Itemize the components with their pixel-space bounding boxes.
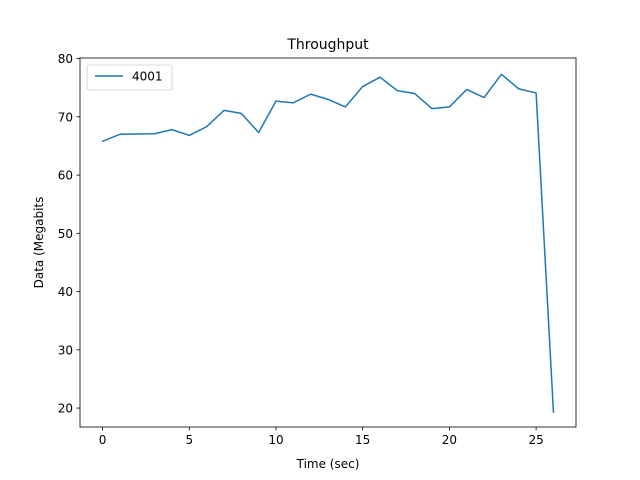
x-tick-label: 20 bbox=[442, 433, 457, 447]
y-tick-label: 20 bbox=[58, 402, 73, 416]
x-tick-label: 25 bbox=[528, 433, 543, 447]
y-tick-label: 80 bbox=[58, 52, 73, 66]
axes-frame bbox=[79, 57, 577, 428]
x-tick-label: 15 bbox=[355, 433, 370, 447]
y-axis-label: Data (Megabits bbox=[32, 197, 46, 289]
legend-label: 4001 bbox=[132, 70, 163, 84]
chart-title: Throughput bbox=[286, 37, 369, 53]
y-tick-label: 50 bbox=[58, 227, 73, 241]
x-axis-ticks: 0 5 10 15 20 25 bbox=[99, 427, 544, 447]
x-tick-label: 5 bbox=[185, 433, 193, 447]
y-axis-ticks: 20 30 40 50 60 70 80 bbox=[58, 52, 80, 416]
y-tick-label: 40 bbox=[58, 285, 73, 299]
x-axis-label: Time (sec) bbox=[296, 457, 360, 471]
x-tick-label: 0 bbox=[99, 433, 107, 447]
y-tick-label: 30 bbox=[58, 343, 73, 357]
y-tick-label: 60 bbox=[58, 169, 73, 183]
series-line-4001 bbox=[101, 73, 555, 413]
legend: 4001 bbox=[86, 64, 173, 91]
legend-frame bbox=[86, 64, 173, 91]
x-tick-label: 10 bbox=[268, 433, 283, 447]
series-layer bbox=[101, 73, 555, 413]
y-tick-label: 70 bbox=[58, 110, 73, 124]
plot-area bbox=[79, 57, 577, 428]
